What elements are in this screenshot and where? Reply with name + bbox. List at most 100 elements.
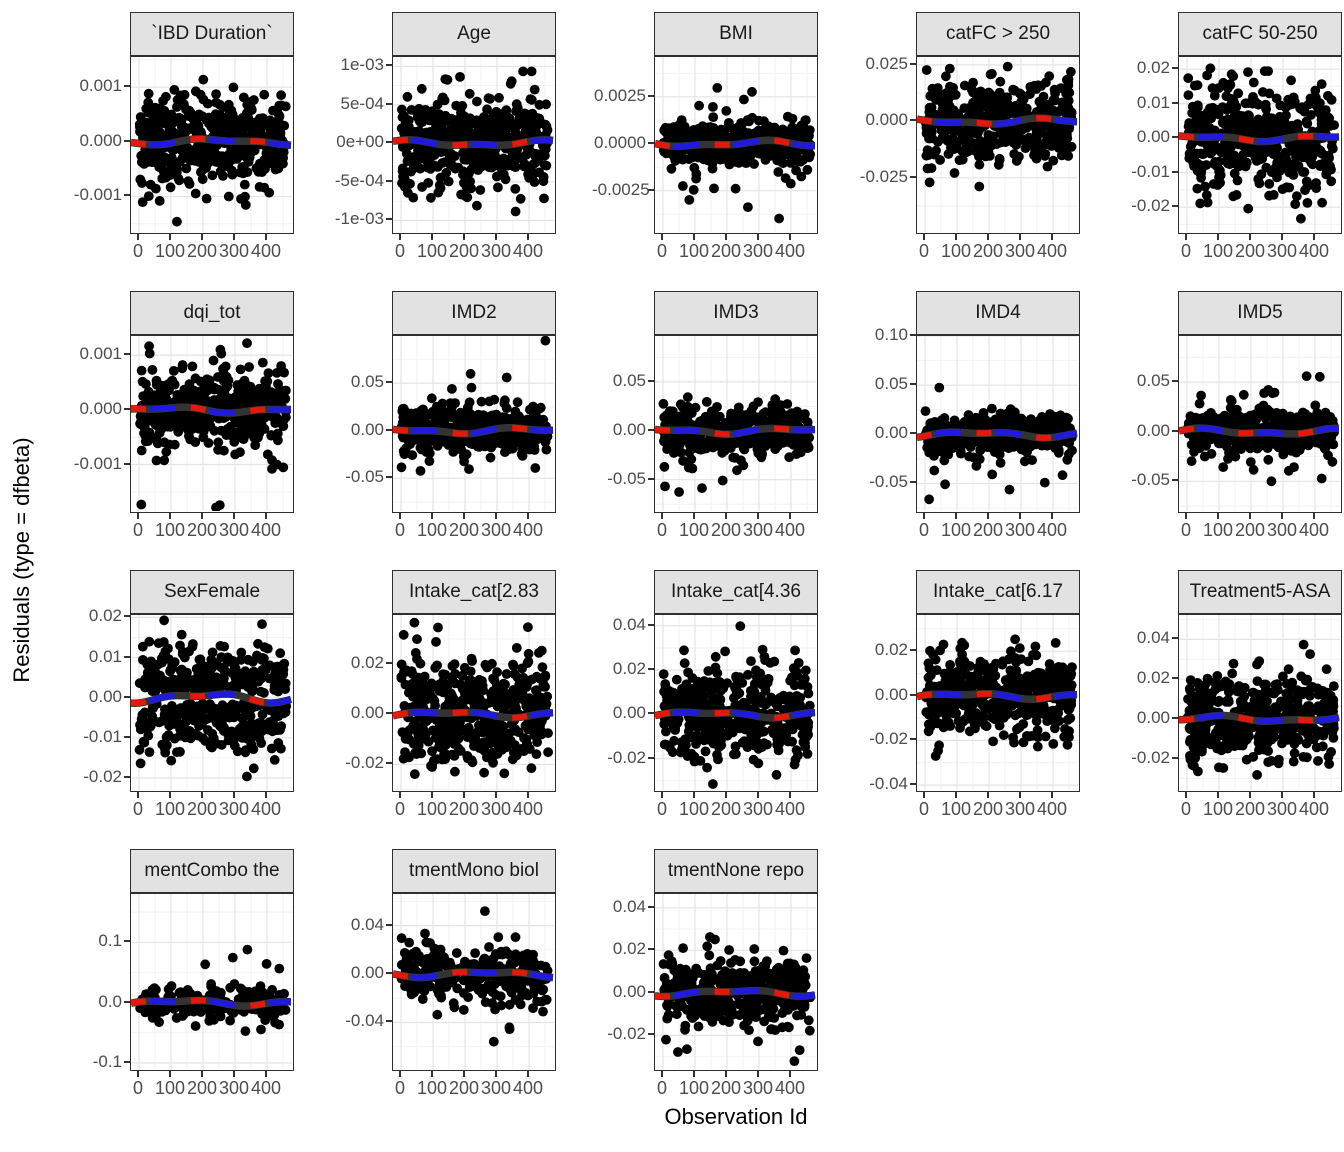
y-tick-mark bbox=[124, 695, 130, 698]
x-tick-label: 100 bbox=[940, 799, 972, 819]
y-tick-mark bbox=[386, 972, 392, 975]
y-tick-mark bbox=[1172, 756, 1178, 759]
x-tick-label: 0 bbox=[132, 520, 144, 540]
y-tick-label: -0.05 bbox=[869, 472, 908, 492]
x-tick-mark bbox=[431, 234, 433, 240]
facet-11: SexFemale 0.02 0.01 0.00 -0.01 -0.02 0 100 200 30… bbox=[68, 570, 330, 824]
facet-panel bbox=[130, 614, 294, 792]
y-tick-label: 0.00 bbox=[874, 423, 908, 443]
y-tick-label: 0.10 bbox=[874, 325, 908, 344]
y-tick-mark bbox=[386, 179, 392, 182]
x-tick-mark bbox=[987, 234, 990, 240]
x-tick-label: 0 bbox=[394, 799, 406, 819]
facet-panel bbox=[130, 893, 294, 1071]
x-tick-labels: 0 100 200 300 400 bbox=[1116, 234, 1344, 266]
y-tick-mark bbox=[910, 175, 916, 178]
x-tick-mark bbox=[431, 792, 433, 798]
x-tick-mark bbox=[1051, 234, 1054, 240]
x-tick-mark bbox=[527, 513, 530, 519]
x-tick-label: 400 bbox=[1037, 241, 1068, 261]
x-tick-mark bbox=[1281, 234, 1284, 240]
y-tick-label: -0.02 bbox=[869, 729, 908, 749]
y-tick-mark bbox=[1172, 101, 1178, 104]
x-tick-label: 0 bbox=[918, 520, 930, 540]
x-tick-mark bbox=[137, 792, 139, 798]
y-tick-mark bbox=[1172, 479, 1178, 482]
x-tick-mark bbox=[1249, 234, 1252, 240]
x-tick-label: 0 bbox=[656, 799, 668, 819]
facet-panel bbox=[1178, 56, 1342, 234]
x-tick-mark bbox=[463, 1071, 466, 1077]
x-tick-label: 300 bbox=[1266, 799, 1298, 819]
x-tick-label: 100 bbox=[678, 241, 710, 261]
y-tick-mark bbox=[124, 735, 130, 738]
y-tick-mark bbox=[1172, 136, 1178, 139]
x-tick-label: 100 bbox=[416, 1078, 448, 1098]
x-tick-label: 100 bbox=[416, 520, 448, 540]
x-tick-label: 400 bbox=[775, 799, 806, 819]
y-tick-mark bbox=[386, 923, 392, 926]
facet-panel bbox=[654, 614, 818, 792]
y-tick-label: 0.000 bbox=[865, 110, 908, 130]
x-tick-mark bbox=[201, 1071, 204, 1077]
x-tick-mark bbox=[725, 1071, 728, 1077]
x-tick-label: 0 bbox=[394, 520, 406, 540]
facet-3: BMI 0.0025 0.0000 -0.0025 0 100 200 300 400 bbox=[592, 12, 854, 266]
x-tick-label: 100 bbox=[1202, 241, 1234, 261]
x-tick-mark bbox=[169, 234, 171, 240]
x-tick-mark bbox=[757, 513, 760, 519]
x-tick-labels: 0 100 200 300 400 bbox=[68, 234, 330, 266]
scatter-canvas bbox=[393, 57, 554, 232]
x-tick-labels: 0 100 200 300 400 bbox=[330, 234, 592, 266]
x-tick-label: 400 bbox=[775, 241, 806, 261]
y-tick-mark bbox=[648, 428, 654, 431]
x-tick-label: 0 bbox=[656, 241, 668, 261]
x-tick-mark bbox=[169, 513, 171, 519]
x-tick-label: 400 bbox=[513, 520, 544, 540]
x-tick-mark bbox=[527, 792, 530, 798]
x-tick-mark bbox=[1313, 513, 1316, 519]
x-tick-label: 100 bbox=[154, 520, 186, 540]
x-tick-mark bbox=[1281, 792, 1284, 798]
scatter-canvas bbox=[131, 615, 292, 790]
y-tick-label: 0.00 bbox=[88, 686, 122, 706]
y-tick-label: 0.00 bbox=[612, 981, 646, 1001]
facet-panel bbox=[654, 893, 818, 1071]
facet-panel bbox=[916, 56, 1080, 234]
y-tick-label: 0.00 bbox=[1136, 420, 1170, 440]
x-tick-label: 200 bbox=[448, 241, 480, 261]
x-tick-mark bbox=[399, 1071, 401, 1077]
y-tick-label: 0.00 bbox=[874, 684, 908, 704]
facet-strip-title: IMD4 bbox=[916, 291, 1080, 335]
x-tick-label: 400 bbox=[775, 520, 806, 540]
x-tick-mark bbox=[757, 792, 760, 798]
x-tick-label: 200 bbox=[448, 520, 480, 540]
y-tick-mark bbox=[648, 756, 654, 759]
x-tick-label: 200 bbox=[186, 1078, 218, 1098]
y-tick-label: 0.025 bbox=[865, 53, 908, 73]
facet-panel bbox=[392, 614, 556, 792]
facet-strip-title: dqi_tot bbox=[130, 291, 294, 335]
x-tick-label: 400 bbox=[1299, 799, 1330, 819]
y-tick-mark bbox=[910, 119, 916, 122]
y-tick-label: -0.02 bbox=[83, 766, 122, 786]
y-tick-label: 0.04 bbox=[612, 614, 646, 634]
facet-panel bbox=[1178, 614, 1342, 792]
x-tick-label: 300 bbox=[1266, 241, 1298, 261]
scatter-canvas bbox=[131, 336, 292, 511]
x-tick-label: 200 bbox=[710, 1078, 742, 1098]
scatter-canvas bbox=[1179, 57, 1340, 232]
y-tick-mark bbox=[910, 481, 916, 484]
x-tick-label: 400 bbox=[1037, 799, 1068, 819]
y-tick-label: -5e-04 bbox=[334, 170, 384, 190]
y-tick-label: 0.02 bbox=[88, 606, 122, 626]
x-tick-label: 100 bbox=[678, 1078, 710, 1098]
scatter-canvas bbox=[655, 894, 816, 1069]
x-tick-labels: 0 100 200 300 400 bbox=[68, 1071, 330, 1103]
facet-18: tmentNone repo 0.04 0.02 0.00 -0.02 0 100 200 30… bbox=[592, 849, 854, 1103]
x-tick-labels: 0 100 200 300 400 bbox=[592, 513, 854, 545]
y-tick-label: -0.02 bbox=[607, 1024, 646, 1044]
x-tick-label: 400 bbox=[251, 241, 282, 261]
y-tick-mark bbox=[648, 668, 654, 671]
y-tick-mark bbox=[386, 141, 392, 144]
